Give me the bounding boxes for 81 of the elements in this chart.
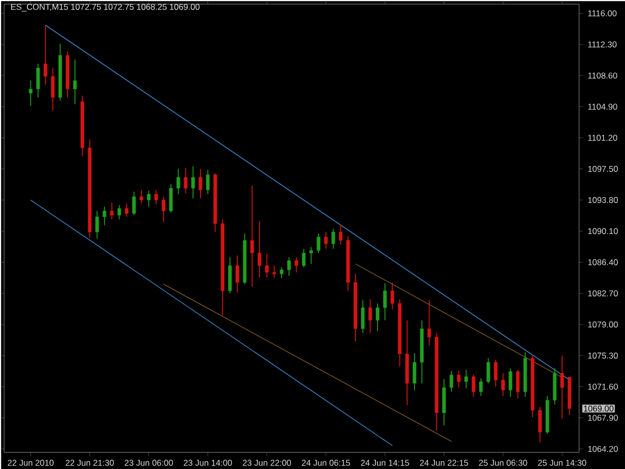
- candlestick: [169, 183, 173, 213]
- candlestick: [332, 228, 336, 250]
- x-tick-label: 23 Jun 06:00: [124, 460, 173, 466]
- candlestick: [538, 406, 542, 443]
- candlestick: [368, 298, 372, 334]
- candlestick: [472, 374, 476, 398]
- candlestick: [287, 256, 291, 276]
- candlestick: [184, 167, 188, 194]
- candlestick: [36, 63, 40, 98]
- candlestick: [412, 352, 416, 390]
- x-tick-label: 22 Jun 21:30: [66, 460, 114, 466]
- candlestick: [110, 202, 114, 220]
- y-tick-label: 1104.90: [588, 104, 618, 110]
- x-tick-label: 25 Jun 14:30: [538, 460, 586, 466]
- candlestick: [479, 378, 483, 396]
- x-tick-label: 24 Jun 14:15: [360, 460, 410, 466]
- y-tick-label: 1097.50: [588, 166, 618, 172]
- x-tick-label: 23 Jun 14:00: [184, 460, 232, 466]
- candlestick: [124, 202, 128, 218]
- candlestick: [464, 369, 468, 389]
- candlestick: [236, 254, 240, 293]
- y-tick-label: 1101.20: [588, 134, 618, 141]
- candlestick: [450, 370, 454, 392]
- candlestick: [494, 359, 498, 388]
- candlestick: [501, 372, 505, 396]
- candlestick: [102, 206, 106, 226]
- x-tick-label: 23 Jun 22:00: [242, 460, 291, 466]
- candlestick: [176, 168, 180, 194]
- y-tick-label: 1090.10: [588, 228, 618, 234]
- y-tick-label: 1082.70: [588, 290, 618, 296]
- candlestick: [486, 358, 490, 384]
- y-tick-label: 1071.60: [588, 384, 618, 390]
- candlestick: [508, 368, 512, 398]
- y-tick-label: 1079.00: [588, 321, 618, 328]
- candlestick: [324, 231, 328, 250]
- candlestick: [383, 282, 387, 321]
- x-tick-label: 25 Jun 06:30: [479, 460, 528, 466]
- candlestick: [51, 67, 55, 112]
- candlestick: [516, 369, 520, 399]
- candlestick: [162, 196, 166, 222]
- candlestick: [44, 25, 48, 86]
- candlestick: [250, 185, 254, 287]
- candlestick: [338, 224, 342, 245]
- candlestick: [146, 190, 151, 208]
- candlestick: [258, 220, 262, 278]
- candlestick: [457, 370, 461, 388]
- text: 1069.00: [584, 405, 614, 412]
- candlestick: [309, 246, 313, 264]
- y-tick-label: 1112.30: [588, 41, 617, 48]
- x-tick-label: 22 Jun 2010: [8, 460, 54, 466]
- candlestick: [132, 191, 136, 216]
- candlestick: [206, 169, 210, 194]
- candlestick: [294, 256, 298, 273]
- candlestick: [154, 189, 158, 205]
- y-tick-label: 1064.20: [588, 446, 618, 452]
- candlestick: [316, 233, 320, 254]
- chart-title: ES_CONT,M15 1072.75 1072.75 1068.25 1069.00: [11, 4, 200, 12]
- x-tick-label: 24 Jun 06:15: [302, 460, 350, 466]
- candlestick: [302, 248, 306, 268]
- y-tick-label: 1075.30: [588, 352, 618, 358]
- candlestick: [198, 168, 202, 199]
- candlestick: [560, 355, 564, 419]
- candlestick: [390, 282, 394, 310]
- candlestick: [117, 204, 122, 220]
- y-tick-label: 1093.80: [588, 196, 618, 203]
- candlestick: [376, 302, 380, 332]
- y-tick-label: 1116.00: [588, 10, 617, 16]
- y-tick-label: 1086.40: [588, 259, 618, 266]
- candlestick: [272, 265, 276, 279]
- candlestick: [28, 80, 32, 106]
- x-tick-label: 24 Jun 22:15: [420, 460, 468, 466]
- y-tick-label: 1108.60: [588, 72, 618, 78]
- candlestick: [73, 59, 77, 104]
- candlestick: [140, 189, 144, 204]
- y-tick-label: 1067.90: [588, 414, 618, 421]
- candlestick: [265, 253, 269, 278]
- candlestick: [191, 166, 195, 199]
- candlestick: [95, 210, 99, 240]
- candlestick: [427, 300, 432, 346]
- candlestick: [280, 266, 284, 279]
- candlestick: [361, 300, 365, 334]
